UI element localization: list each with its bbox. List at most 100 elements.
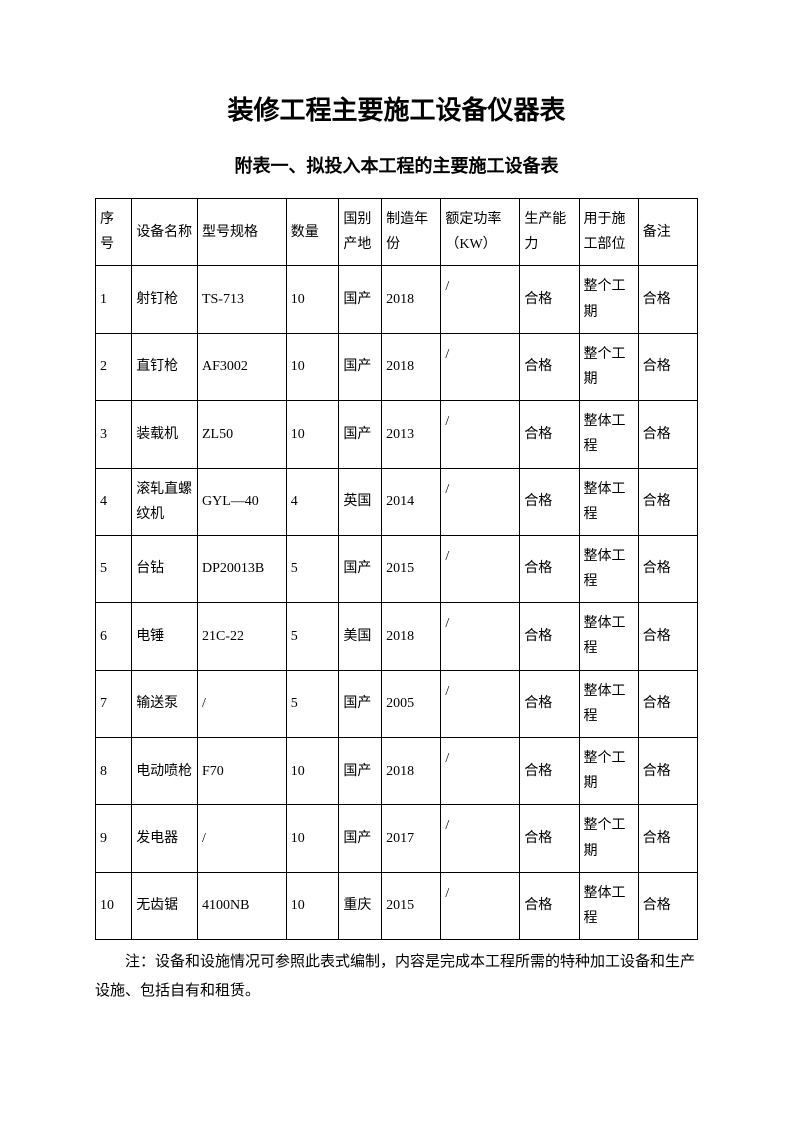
table-cell: 整体工程 bbox=[579, 603, 638, 670]
table-cell: 整体工程 bbox=[579, 468, 638, 535]
table-cell: DP20013B bbox=[197, 535, 286, 602]
table-cell: 2 bbox=[96, 333, 132, 400]
header-usage: 用于施工部位 bbox=[579, 199, 638, 266]
table-cell: 4 bbox=[96, 468, 132, 535]
table-cell: TS-713 bbox=[197, 266, 286, 333]
header-origin: 国别产地 bbox=[339, 199, 382, 266]
table-cell: 2005 bbox=[382, 670, 441, 737]
table-cell: 合格 bbox=[638, 603, 697, 670]
table-cell: 滚轧直螺纹机 bbox=[132, 468, 198, 535]
table-cell: 合格 bbox=[520, 738, 579, 805]
table-cell: / bbox=[441, 535, 520, 602]
table-cell: 2018 bbox=[382, 738, 441, 805]
header-name: 设备名称 bbox=[132, 199, 198, 266]
table-row: 3装载机ZL5010国产2013/合格整体工程合格 bbox=[96, 401, 698, 468]
header-year: 制造年份 bbox=[382, 199, 441, 266]
table-cell: 发电器 bbox=[132, 805, 198, 872]
table-cell: 10 bbox=[286, 872, 339, 939]
table-cell: 2014 bbox=[382, 468, 441, 535]
table-cell: 重庆 bbox=[339, 872, 382, 939]
table-cell: / bbox=[441, 738, 520, 805]
table-cell: 合格 bbox=[638, 401, 697, 468]
table-cell: 美国 bbox=[339, 603, 382, 670]
table-cell: 合格 bbox=[638, 333, 697, 400]
table-cell: 1 bbox=[96, 266, 132, 333]
table-cell: / bbox=[441, 468, 520, 535]
table-cell: / bbox=[197, 805, 286, 872]
table-cell: 合格 bbox=[638, 738, 697, 805]
table-cell: / bbox=[197, 670, 286, 737]
table-row: 7输送泵/5国产2005/合格整体工程合格 bbox=[96, 670, 698, 737]
table-cell: 2018 bbox=[382, 266, 441, 333]
table-row: 10无齿锯4100NB10重庆2015/合格整体工程合格 bbox=[96, 872, 698, 939]
table-cell: 10 bbox=[286, 401, 339, 468]
table-cell: 2017 bbox=[382, 805, 441, 872]
table-cell: 装载机 bbox=[132, 401, 198, 468]
table-cell: 国产 bbox=[339, 670, 382, 737]
table-cell: 10 bbox=[286, 266, 339, 333]
table-cell: 国产 bbox=[339, 535, 382, 602]
table-cell: F70 bbox=[197, 738, 286, 805]
table-cell: 射钉枪 bbox=[132, 266, 198, 333]
table-cell: 英国 bbox=[339, 468, 382, 535]
table-row: 1射钉枪TS-71310国产2018/合格整个工期合格 bbox=[96, 266, 698, 333]
table-cell: 整个工期 bbox=[579, 738, 638, 805]
table-cell: 5 bbox=[286, 670, 339, 737]
header-qty: 数量 bbox=[286, 199, 339, 266]
table-cell: 台钻 bbox=[132, 535, 198, 602]
table-row: 6电锤21C-225美国2018/合格整体工程合格 bbox=[96, 603, 698, 670]
table-cell: 10 bbox=[286, 805, 339, 872]
table-cell: 整体工程 bbox=[579, 872, 638, 939]
table-cell: 整个工期 bbox=[579, 333, 638, 400]
table-cell: 国产 bbox=[339, 738, 382, 805]
table-row: 4滚轧直螺纹机GYL—404英国2014/合格整体工程合格 bbox=[96, 468, 698, 535]
table-cell: 合格 bbox=[520, 603, 579, 670]
table-cell: 4 bbox=[286, 468, 339, 535]
table-cell: 合格 bbox=[638, 535, 697, 602]
table-cell: 合格 bbox=[520, 872, 579, 939]
table-cell: / bbox=[441, 401, 520, 468]
table-row: 5台钻DP20013B5国产2015/合格整体工程合格 bbox=[96, 535, 698, 602]
table-cell: 整个工期 bbox=[579, 805, 638, 872]
table-cell: 整体工程 bbox=[579, 535, 638, 602]
header-power: 额定功率（KW） bbox=[441, 199, 520, 266]
header-model: 型号规格 bbox=[197, 199, 286, 266]
table-cell: 2015 bbox=[382, 535, 441, 602]
table-cell: 4100NB bbox=[197, 872, 286, 939]
table-cell: 整体工程 bbox=[579, 670, 638, 737]
table-cell: 直钉枪 bbox=[132, 333, 198, 400]
table-cell: 合格 bbox=[520, 333, 579, 400]
equipment-table: 序号 设备名称 型号规格 数量 国别产地 制造年份 额定功率（KW） 生产能力 … bbox=[95, 198, 698, 940]
table-cell: 国产 bbox=[339, 401, 382, 468]
table-cell: 合格 bbox=[638, 872, 697, 939]
table-row: 8电动喷枪F7010国产2018/合格整个工期合格 bbox=[96, 738, 698, 805]
page-subtitle: 附表一、拟投入本工程的主要施工设备表 bbox=[95, 152, 698, 178]
table-cell: GYL—40 bbox=[197, 468, 286, 535]
table-cell: 合格 bbox=[520, 670, 579, 737]
table-cell: 合格 bbox=[520, 266, 579, 333]
table-cell: / bbox=[441, 333, 520, 400]
table-cell: 7 bbox=[96, 670, 132, 737]
table-cell: 国产 bbox=[339, 333, 382, 400]
table-cell: 合格 bbox=[520, 468, 579, 535]
table-cell: 2018 bbox=[382, 603, 441, 670]
table-cell: / bbox=[441, 805, 520, 872]
table-row: 9发电器/10国产2017/合格整个工期合格 bbox=[96, 805, 698, 872]
page-title: 装修工程主要施工设备仪器表 bbox=[95, 90, 698, 127]
table-cell: 21C-22 bbox=[197, 603, 286, 670]
table-cell: 10 bbox=[286, 333, 339, 400]
table-cell: 输送泵 bbox=[132, 670, 198, 737]
header-capacity: 生产能力 bbox=[520, 199, 579, 266]
table-cell: 10 bbox=[286, 738, 339, 805]
table-row: 2直钉枪AF300210国产2018/合格整个工期合格 bbox=[96, 333, 698, 400]
table-note: 注：设备和设施情况可参照此表式编制，内容是完成本工程所需的特种加工设备和生产设施… bbox=[95, 948, 698, 1005]
table-cell: 电锤 bbox=[132, 603, 198, 670]
table-cell: 2018 bbox=[382, 333, 441, 400]
table-cell: 合格 bbox=[520, 535, 579, 602]
table-cell: AF3002 bbox=[197, 333, 286, 400]
table-cell: 合格 bbox=[638, 468, 697, 535]
table-cell: ZL50 bbox=[197, 401, 286, 468]
table-cell: 国产 bbox=[339, 266, 382, 333]
table-cell: 整个工期 bbox=[579, 266, 638, 333]
header-remark: 备注 bbox=[638, 199, 697, 266]
